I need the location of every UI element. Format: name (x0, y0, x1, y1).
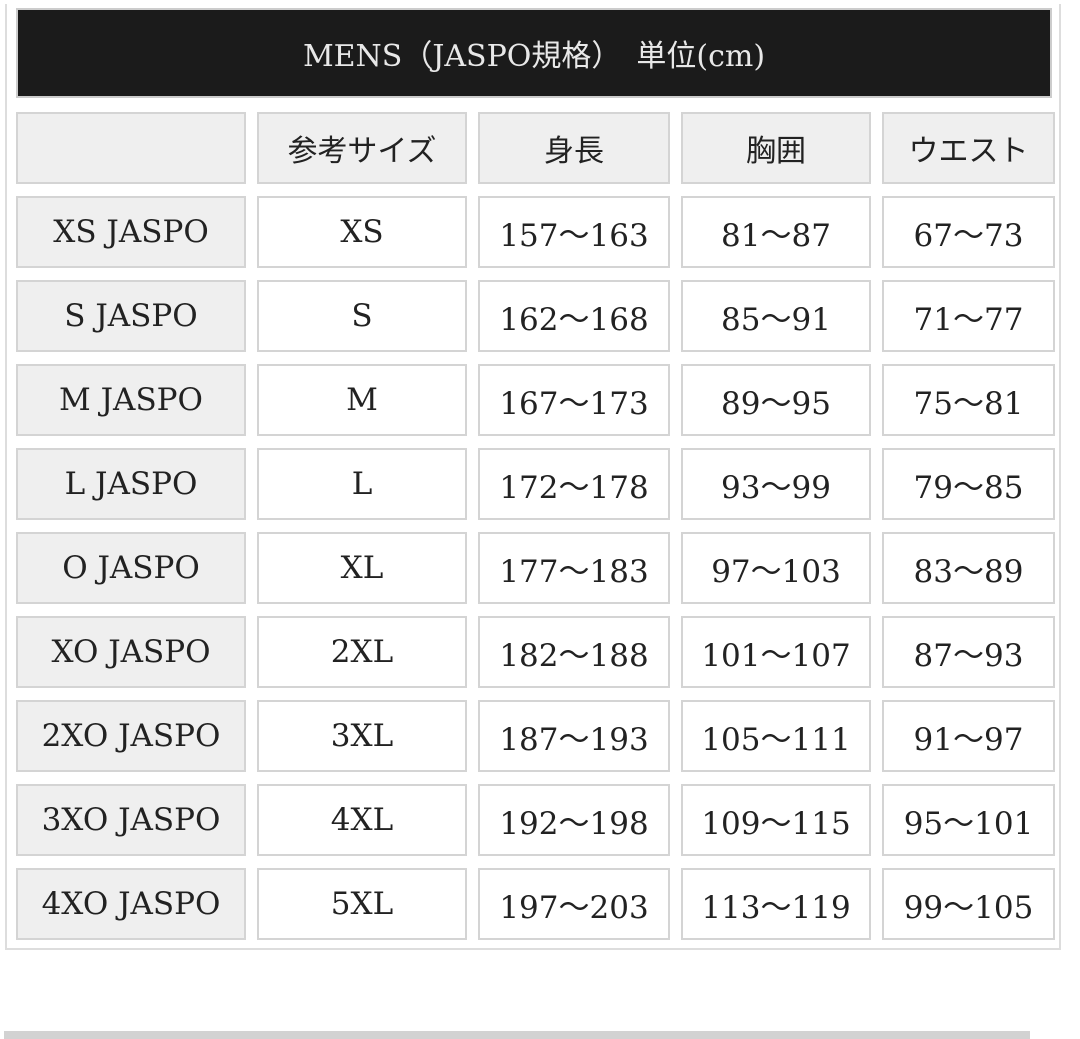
row-header: XO JASPO (16, 616, 246, 688)
table-cell: 3XL (257, 700, 467, 772)
table-cell: 172～178 (478, 448, 670, 520)
size-chart-container (5, 4, 1061, 950)
table-cell: 71～77 (882, 280, 1055, 352)
divider (4, 1031, 1030, 1039)
table-cell: 67～73 (882, 196, 1055, 268)
table-cell: 97～103 (681, 532, 871, 604)
row-header: M JASPO (16, 364, 246, 436)
size-chart-title: MENS（JASPO規格） 単位(cm) (16, 8, 1052, 98)
table-cell: 113～119 (681, 868, 871, 940)
table-cell: XL (257, 532, 467, 604)
column-header: 参考サイズ (257, 112, 467, 184)
size-table: 参考サイズ 身長 胸囲 ウエスト XS JASPO XS 157～163 81～87 67～73… (16, 112, 1055, 940)
row-header: L JASPO (16, 448, 246, 520)
table-cell: 2XL (257, 616, 467, 688)
table-cell: 99～105 (882, 868, 1055, 940)
table-cell: 192～198 (478, 784, 670, 856)
table-cell: 81～87 (681, 196, 871, 268)
table-cell: 157～163 (478, 196, 670, 268)
table-cell: 83～89 (882, 532, 1055, 604)
table-cell: L (257, 448, 467, 520)
table-cell: 197～203 (478, 868, 670, 940)
table-cell: 87～93 (882, 616, 1055, 688)
column-header: ウエスト (882, 112, 1055, 184)
table-cell: 182～188 (478, 616, 670, 688)
table-cell: 4XL (257, 784, 467, 856)
table-cell: 93～99 (681, 448, 871, 520)
table-cell: 89～95 (681, 364, 871, 436)
column-header (16, 112, 246, 184)
table-cell: 101～107 (681, 616, 871, 688)
row-header: O JASPO (16, 532, 246, 604)
row-header: XS JASPO (16, 196, 246, 268)
table-cell: 177～183 (478, 532, 670, 604)
table-cell: S (257, 280, 467, 352)
table-cell: XS (257, 196, 467, 268)
table-cell: 95～101 (882, 784, 1055, 856)
column-header: 身長 (478, 112, 670, 184)
row-header: 2XO JASPO (16, 700, 246, 772)
table-cell: M (257, 364, 467, 436)
table-cell: 162～168 (478, 280, 670, 352)
row-header: 4XO JASPO (16, 868, 246, 940)
table-cell: 167～173 (478, 364, 670, 436)
row-header: S JASPO (16, 280, 246, 352)
table-cell: 79～85 (882, 448, 1055, 520)
row-header: 3XO JASPO (16, 784, 246, 856)
table-cell: 187～193 (478, 700, 670, 772)
table-cell: 75～81 (882, 364, 1055, 436)
table-cell: 91～97 (882, 700, 1055, 772)
table-cell: 105～111 (681, 700, 871, 772)
column-header: 胸囲 (681, 112, 871, 184)
table-cell: 5XL (257, 868, 467, 940)
table-cell: 85～91 (681, 280, 871, 352)
table-cell: 109～115 (681, 784, 871, 856)
